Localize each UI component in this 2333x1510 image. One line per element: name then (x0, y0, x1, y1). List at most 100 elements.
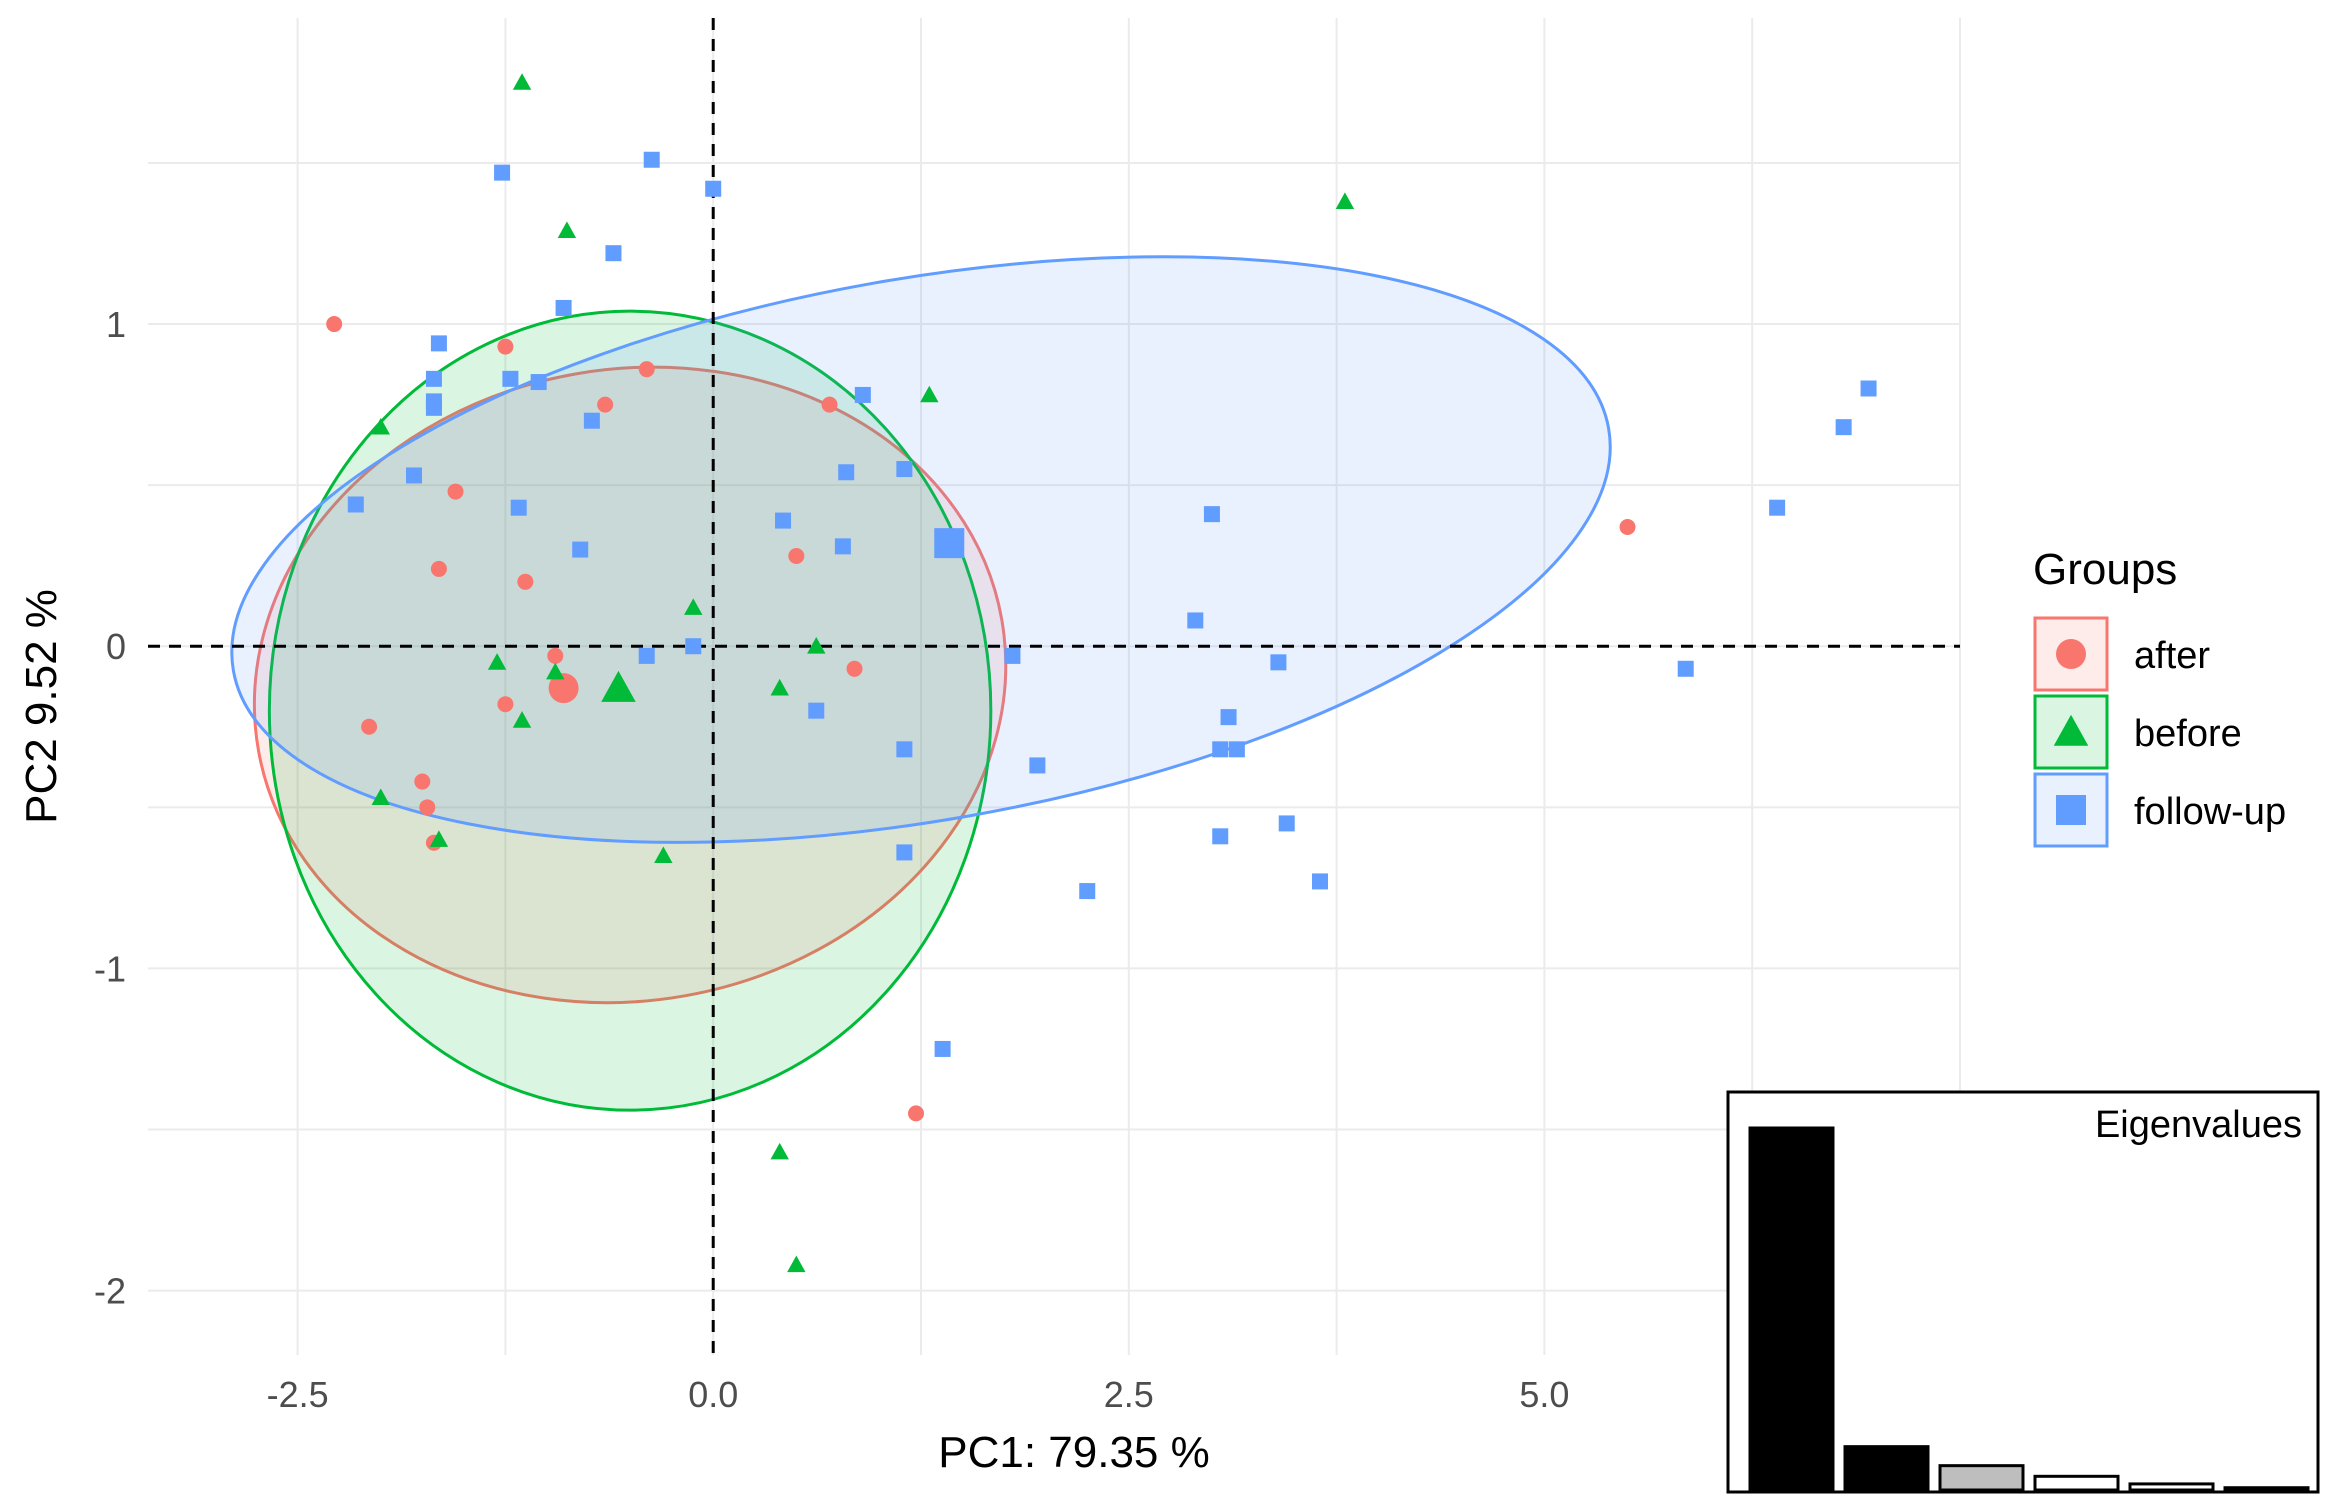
point-follow-up (510, 499, 527, 516)
point-before (512, 73, 532, 90)
legend-label-after: after (2134, 635, 2210, 677)
point-before (787, 1255, 806, 1273)
point-follow-up (1187, 612, 1204, 629)
point-before (1335, 192, 1355, 209)
point-follow-up (572, 541, 589, 558)
point-follow-up (1004, 647, 1021, 664)
point-after (497, 696, 514, 713)
point-follow-up (1029, 757, 1046, 774)
point-follow-up (1079, 883, 1096, 900)
x-tick-label: 2.5 (1104, 1374, 1154, 1415)
point-after (908, 1105, 925, 1122)
point-follow-up (1228, 741, 1245, 758)
point-follow-up (430, 335, 447, 352)
point-after (430, 560, 447, 577)
y-tick-label: -2 (94, 1271, 126, 1312)
eigenvalue-bar (1938, 1464, 2025, 1492)
axis-tick-labels: -2.5 0.0 2.5 5.0 -2 -1 0 1 (94, 304, 1569, 1415)
point-after (846, 660, 863, 677)
legend-marker-after (2056, 639, 2086, 669)
point-after (1619, 519, 1636, 536)
point-follow-up (530, 374, 547, 391)
point-follow-up (685, 638, 702, 655)
y-tick-label: -1 (94, 948, 126, 989)
legend-label-before: before (2134, 713, 2242, 755)
point-after (497, 338, 514, 355)
inset-title: Eigenvalues (2095, 1104, 2302, 1146)
point-follow-up (605, 245, 622, 262)
y-axis-title: PC2 9.52 % (17, 589, 66, 824)
point-after (547, 647, 564, 664)
point-follow-up (425, 370, 442, 387)
x-axis-title: PC1: 79.35 % (938, 1428, 1210, 1477)
point-follow-up (1220, 709, 1237, 726)
point-before (371, 417, 390, 435)
point-follow-up (1212, 741, 1229, 758)
point-follow-up (1769, 499, 1786, 516)
x-tick-label: 0.0 (688, 1374, 738, 1415)
point-follow-up (834, 538, 851, 555)
point-after (517, 573, 534, 590)
point-before (371, 788, 390, 806)
y-tick-label: 1 (106, 304, 126, 345)
eigenvalue-bar (2223, 1486, 2310, 1492)
y-tick-label: 0 (106, 626, 126, 667)
point-before (546, 662, 565, 680)
legend-label-follow-up: follow-up (2134, 791, 2286, 833)
point-follow-up (896, 461, 913, 478)
point-follow-up (775, 512, 792, 529)
centroid-after (548, 673, 579, 704)
point-after (447, 483, 464, 500)
point-after (597, 396, 614, 413)
point-after (361, 718, 378, 735)
centroid-before (601, 670, 636, 702)
point-follow-up (425, 399, 442, 416)
point-follow-up (347, 496, 364, 513)
confidence-ellipses (230, 255, 1612, 1112)
data-points (326, 73, 1877, 1273)
x-tick-label: -2.5 (267, 1374, 329, 1415)
point-follow-up (1278, 815, 1295, 832)
point-follow-up (705, 180, 722, 197)
point-after (638, 361, 655, 378)
legend-marker-before (2053, 714, 2089, 746)
eigenvalue-bar (1843, 1445, 1930, 1492)
point-follow-up (583, 412, 600, 429)
point-follow-up (1270, 654, 1287, 671)
point-before (684, 598, 703, 615)
point-after (419, 799, 436, 816)
point-follow-up (838, 464, 855, 481)
point-follow-up (555, 299, 572, 316)
point-follow-up (643, 151, 660, 168)
eigenvalue-bar (2033, 1474, 2120, 1492)
point-follow-up (934, 1040, 951, 1057)
point-before (770, 1142, 789, 1160)
point-follow-up (1677, 660, 1694, 677)
legend-marker-follow-up (2056, 795, 2086, 825)
point-follow-up (896, 844, 913, 861)
reference-lines (148, 18, 1960, 1355)
point-before (429, 830, 449, 847)
point-after (414, 773, 431, 790)
legend: Groups after before follow-up (2033, 545, 2286, 848)
point-follow-up (494, 164, 511, 181)
point-follow-up (638, 647, 655, 664)
point-before (654, 846, 673, 863)
point-follow-up (405, 467, 422, 484)
point-after (326, 316, 343, 333)
point-follow-up (502, 370, 519, 387)
point-follow-up (1203, 506, 1220, 523)
legend-title: Groups (2033, 545, 2177, 594)
centroid-follow-up (934, 528, 965, 559)
point-before (512, 711, 532, 728)
point-follow-up (1212, 828, 1229, 845)
eigenvalue-bar (2128, 1482, 2215, 1492)
point-before (770, 678, 789, 696)
eigenvalue-bar (1748, 1126, 1835, 1492)
ellipse-before (267, 309, 993, 1112)
point-follow-up (1860, 380, 1877, 397)
x-tick-label: 5.0 (1519, 1374, 1569, 1415)
point-follow-up (854, 386, 871, 403)
point-follow-up (896, 741, 913, 758)
